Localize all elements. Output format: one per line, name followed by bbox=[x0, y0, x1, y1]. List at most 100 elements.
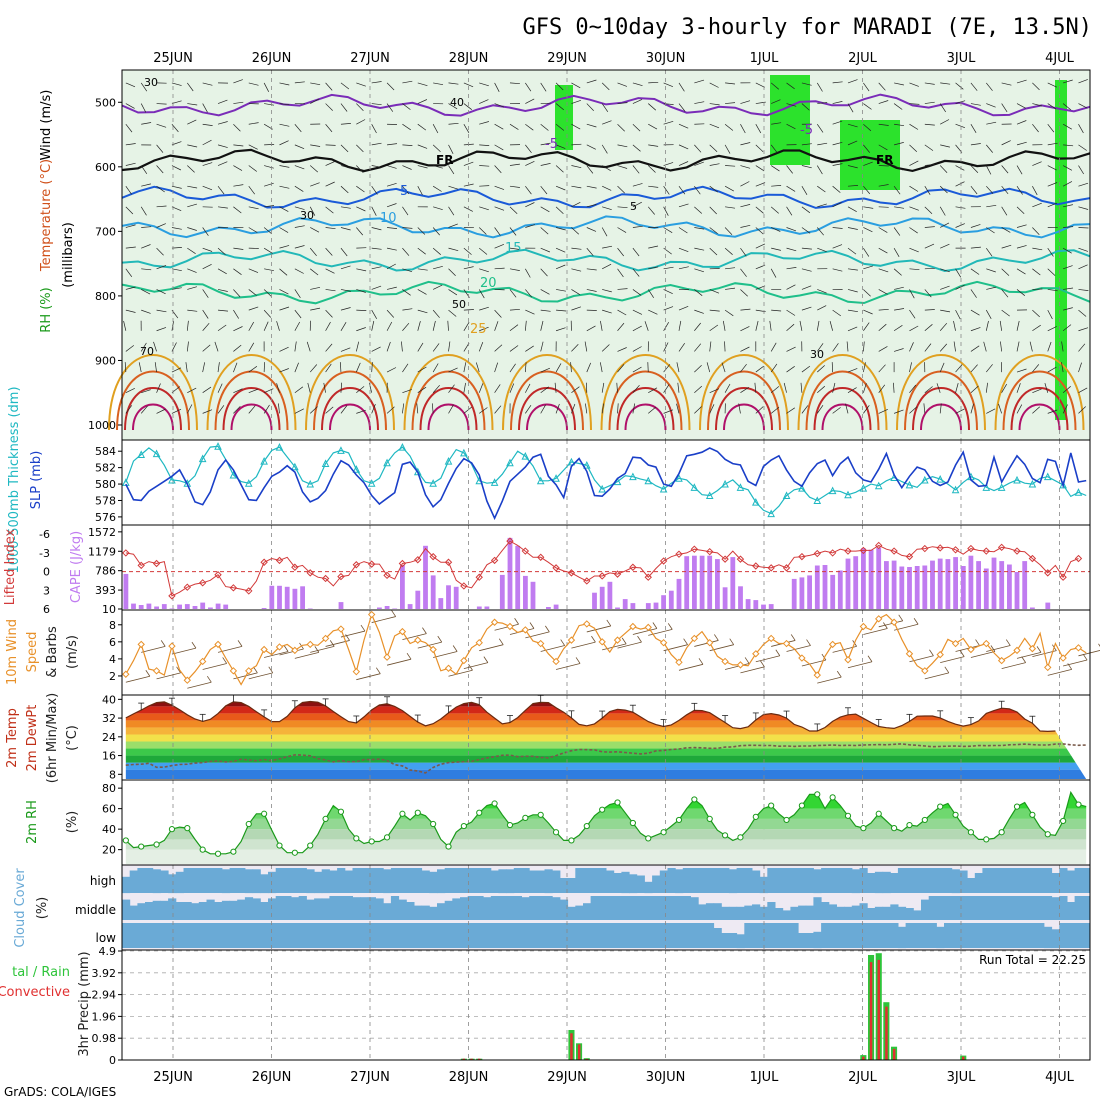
cloud-bar bbox=[306, 869, 315, 894]
wind-barb bbox=[755, 655, 780, 663]
wind-barb bbox=[863, 309, 873, 315]
cape-bar bbox=[277, 585, 282, 609]
temp-band bbox=[125, 706, 1087, 714]
thickness-marker bbox=[367, 479, 376, 487]
wind-barb bbox=[171, 320, 174, 331]
y-tick-label: 4.9 bbox=[99, 945, 117, 958]
wind-barb bbox=[1078, 79, 1088, 84]
cloud-bar bbox=[882, 923, 891, 948]
cloud-bar bbox=[897, 906, 907, 920]
rh-marker bbox=[322, 815, 329, 823]
cape-bar bbox=[300, 586, 305, 609]
cloud-bar bbox=[552, 897, 561, 920]
temp-band bbox=[125, 769, 1087, 779]
wind-barb bbox=[832, 407, 841, 414]
thickness-marker bbox=[629, 472, 637, 481]
wind-barb bbox=[740, 204, 751, 208]
li-marker bbox=[690, 545, 699, 553]
wind-barb bbox=[525, 631, 550, 639]
cloud-bar bbox=[513, 868, 522, 893]
wind-barb bbox=[909, 206, 919, 211]
thickness-axis-title: 1000-500mb Thickness (dm) bbox=[7, 386, 22, 573]
thickness-marker bbox=[321, 459, 330, 468]
wind-barb bbox=[725, 206, 736, 209]
thickness-marker bbox=[275, 442, 284, 451]
wind-barb bbox=[678, 247, 689, 253]
cloud-bar bbox=[613, 896, 622, 920]
cloud-bar bbox=[160, 870, 169, 893]
wind-barb bbox=[847, 368, 858, 373]
wind-barb bbox=[494, 185, 505, 190]
wind-barb bbox=[417, 268, 428, 271]
wind-barb bbox=[340, 123, 351, 125]
rh-marker bbox=[814, 791, 821, 798]
wind-barb bbox=[617, 123, 625, 132]
wind-barb bbox=[1032, 388, 1042, 394]
wind-barb bbox=[310, 307, 321, 311]
wind-barb bbox=[801, 659, 827, 667]
wind-barb bbox=[1078, 362, 1082, 373]
wind-barb bbox=[187, 165, 195, 173]
cloud-bar bbox=[775, 908, 784, 920]
wind-barb bbox=[448, 82, 459, 85]
wind-barb bbox=[893, 325, 903, 332]
wind-barb bbox=[448, 223, 458, 228]
isotherm-bulb bbox=[994, 354, 1085, 431]
wind-barb bbox=[1016, 404, 1023, 414]
wind-barb bbox=[386, 367, 397, 373]
wind-barb bbox=[801, 103, 810, 111]
wind-barb bbox=[171, 100, 182, 104]
wind-barb bbox=[463, 309, 474, 311]
cloud-bar bbox=[798, 933, 807, 948]
cloud-bar bbox=[567, 878, 576, 893]
wind-barb bbox=[648, 266, 659, 270]
wind-barb-flag bbox=[775, 649, 781, 657]
y-tick-label: 10 bbox=[102, 603, 116, 616]
wind-barb bbox=[1047, 165, 1057, 171]
wind-barb bbox=[214, 341, 219, 352]
wind-barb bbox=[402, 363, 409, 373]
wind-barb bbox=[878, 384, 886, 393]
wind-barb-flag bbox=[160, 640, 166, 647]
rh-marker bbox=[491, 800, 498, 807]
cloud-bar bbox=[421, 905, 430, 920]
y-tick-label: 40 bbox=[102, 823, 116, 836]
wind-barb bbox=[1001, 165, 1009, 174]
wind-barb bbox=[601, 263, 612, 270]
date-label-bottom: 1JUL bbox=[750, 1070, 780, 1085]
temp-band bbox=[125, 762, 1087, 770]
wind-barb bbox=[187, 227, 197, 231]
cloud-bar bbox=[490, 923, 499, 948]
cloud-bar bbox=[959, 870, 968, 893]
y-tick-label: 580 bbox=[95, 478, 116, 491]
wind-barb bbox=[817, 142, 828, 146]
rh-marker bbox=[691, 796, 698, 803]
wind-barb bbox=[325, 144, 336, 146]
cloud-bar bbox=[1067, 923, 1076, 948]
wind-barb bbox=[233, 79, 243, 84]
wind-barb bbox=[878, 620, 903, 628]
wind-barb bbox=[970, 224, 981, 228]
wind-barb bbox=[248, 672, 273, 680]
rh-marker bbox=[506, 821, 514, 829]
li-marker bbox=[321, 574, 330, 583]
wind-barb bbox=[832, 141, 843, 146]
thickness-marker bbox=[936, 475, 944, 483]
precip-convective-bar bbox=[892, 1048, 896, 1060]
wind-barb bbox=[356, 165, 364, 173]
wind-barb-flag bbox=[437, 635, 443, 643]
wind-barb bbox=[863, 144, 870, 153]
cloud-bar bbox=[652, 923, 661, 948]
wind-barb bbox=[125, 124, 133, 133]
wind-barb bbox=[1061, 362, 1064, 373]
wind-barb bbox=[156, 223, 166, 228]
wind-speed-marker bbox=[275, 643, 284, 651]
wind-barb bbox=[632, 144, 641, 152]
cloud-bar bbox=[675, 923, 684, 948]
cape-bar bbox=[930, 560, 935, 609]
wind-barb bbox=[509, 163, 520, 166]
wind-barb bbox=[555, 403, 560, 414]
wind-barb bbox=[709, 185, 719, 193]
wind-barb bbox=[1078, 289, 1089, 291]
cloud-bar bbox=[990, 868, 999, 893]
